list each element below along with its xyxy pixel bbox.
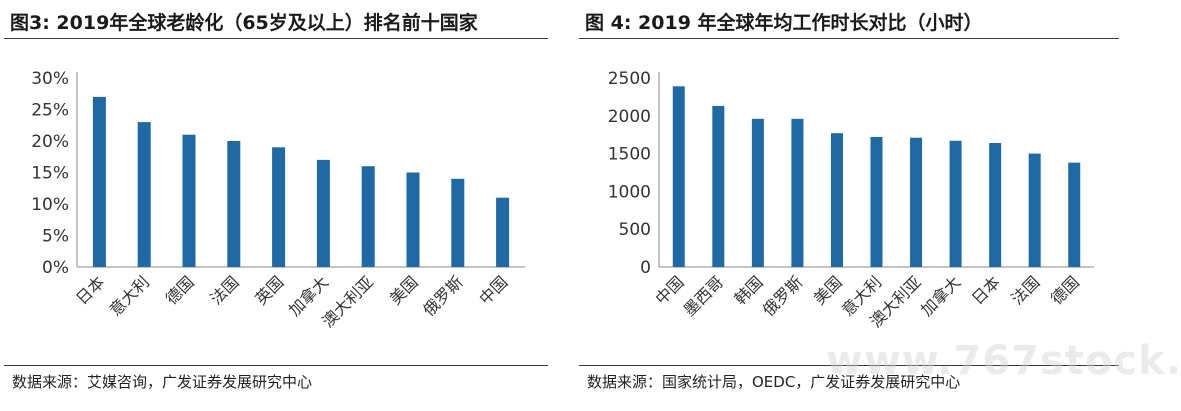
x-category-label: 日本	[968, 272, 1004, 308]
bar	[93, 97, 106, 267]
y-tick-label: 15%	[31, 164, 69, 184]
title-rule	[579, 38, 1119, 39]
bar	[496, 198, 509, 267]
bar	[752, 119, 764, 267]
x-category-label: 法国	[1007, 272, 1043, 308]
x-category-label: 日本	[72, 272, 108, 308]
bar	[831, 133, 843, 267]
bar	[1068, 163, 1080, 267]
bar	[362, 166, 375, 267]
y-tick-label: 20%	[31, 132, 69, 152]
bar	[910, 138, 922, 267]
y-tick-label: 10%	[31, 195, 69, 215]
title-rule	[4, 38, 548, 39]
bar	[317, 160, 330, 267]
x-category-label: 俄罗斯	[759, 272, 806, 319]
x-category-label: 意大利	[106, 272, 153, 319]
figure-title: 图3: 2019年全球老龄化（65岁及以上）排名前十国家	[10, 8, 478, 35]
y-tick-label: 25%	[31, 101, 69, 121]
x-category-label: 美国	[386, 272, 422, 308]
x-category-label: 墨西哥	[680, 272, 727, 319]
bar	[989, 143, 1001, 267]
source-note: 数据来源：艾媒咨询，广发证券发展研究中心	[12, 371, 312, 392]
bar	[183, 135, 196, 267]
bar	[451, 179, 464, 267]
bar	[950, 141, 962, 267]
y-tick-label: 2500	[608, 69, 651, 89]
y-tick-label: 1000	[608, 182, 651, 202]
bar	[138, 122, 151, 267]
y-tick-label: 500	[619, 220, 651, 240]
bar	[1029, 154, 1041, 267]
source-rule	[4, 365, 548, 366]
y-tick-label: 0	[640, 258, 651, 278]
watermark: www.767stock.com	[826, 338, 1181, 384]
x-category-label: 法国	[207, 272, 243, 308]
y-tick-label: 2000	[608, 107, 651, 127]
bar	[871, 137, 883, 267]
bar	[791, 119, 803, 267]
x-category-label: 俄罗斯	[419, 272, 466, 319]
bar	[712, 106, 724, 267]
y-tick-label: 1500	[608, 145, 651, 165]
x-category-label: 德国	[1047, 272, 1083, 308]
x-category-label: 德国	[162, 272, 198, 308]
y-tick-label: 0%	[42, 258, 69, 278]
bar	[673, 86, 685, 267]
figure-title: 图 4: 2019 年全球年均工作时长对比（小时）	[585, 8, 983, 35]
y-tick-label: 5%	[42, 227, 69, 247]
x-category-label: 中国	[475, 272, 511, 308]
bar	[407, 173, 420, 268]
x-category-label: 加拿大	[917, 272, 964, 319]
y-tick-label: 30%	[31, 69, 69, 89]
chart-panel-aging: 图3: 2019年全球老龄化（65岁及以上）排名前十国家 0% 5% 10% 15% 2…	[0, 0, 560, 411]
bar	[227, 141, 240, 267]
x-category-label: 英国	[251, 272, 287, 308]
bar	[272, 147, 285, 267]
